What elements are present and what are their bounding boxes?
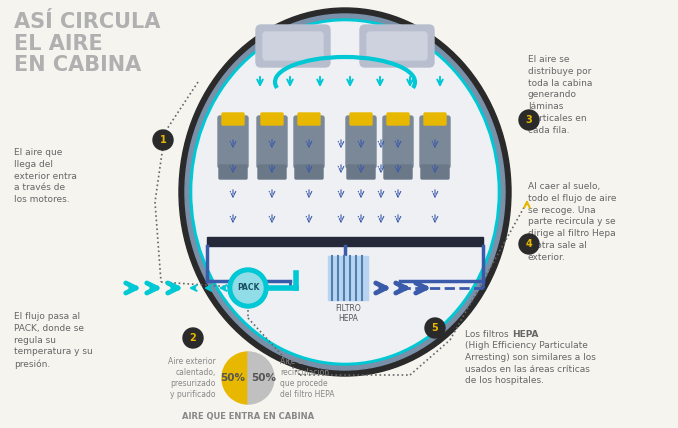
FancyBboxPatch shape [346,116,376,168]
FancyBboxPatch shape [298,113,320,125]
Circle shape [153,130,173,150]
Text: PACK: PACK [237,283,259,292]
FancyBboxPatch shape [261,113,283,125]
Text: El aire que
llega del
exterior entra
a través de
los motores.: El aire que llega del exterior entra a t… [14,148,77,204]
Text: 50%: 50% [220,373,245,383]
Ellipse shape [190,19,500,365]
Circle shape [183,328,203,348]
FancyBboxPatch shape [222,113,244,125]
FancyBboxPatch shape [383,116,413,168]
FancyBboxPatch shape [350,113,372,125]
Text: Aire en
recirculación
que procede
del filtro HEPA: Aire en recirculación que procede del fi… [280,357,334,399]
FancyBboxPatch shape [207,237,483,246]
Text: ASÍ CIRCULA
EL AIRE
EN CABINA: ASÍ CIRCULA EL AIRE EN CABINA [14,12,161,75]
Circle shape [519,234,539,254]
Text: El aire se
distribuye por
toda la cabina
generando
láminas
verticales en
cada fi: El aire se distribuye por toda la cabina… [528,55,593,135]
FancyBboxPatch shape [424,113,446,125]
Text: 4: 4 [525,239,532,249]
Text: El flujo pasa al
PACK, donde se
regula su
temperatura y su
presión.: El flujo pasa al PACK, donde se regula s… [14,312,93,369]
Text: 2: 2 [190,333,197,343]
FancyBboxPatch shape [360,25,434,67]
FancyBboxPatch shape [420,116,450,168]
Text: Al caer al suelo,
todo el flujo de aire
se recoge. Una
parte recircula y se
diri: Al caer al suelo, todo el flujo de aire … [528,182,616,262]
Text: 5: 5 [432,323,439,333]
Ellipse shape [179,8,511,376]
FancyBboxPatch shape [263,32,323,60]
FancyBboxPatch shape [258,165,286,179]
FancyBboxPatch shape [328,256,368,300]
Circle shape [228,268,268,308]
Ellipse shape [185,14,505,370]
Text: HEPA: HEPA [512,330,538,339]
Text: Aire exterior
calentado,
presurizado
y purificado: Aire exterior calentado, presurizado y p… [168,357,216,399]
FancyBboxPatch shape [257,116,287,168]
FancyBboxPatch shape [347,165,375,179]
Text: Los filtros: Los filtros [465,330,511,339]
FancyBboxPatch shape [295,165,323,179]
Text: 3: 3 [525,115,532,125]
Text: 50%: 50% [251,373,276,383]
FancyBboxPatch shape [367,32,427,60]
Text: FILTRO
HEPA: FILTRO HEPA [335,304,361,324]
FancyBboxPatch shape [294,116,324,168]
FancyBboxPatch shape [421,165,449,179]
Wedge shape [248,352,274,404]
Circle shape [519,110,539,130]
FancyBboxPatch shape [387,113,409,125]
Text: AIRE QUE ENTRA EN CABINA: AIRE QUE ENTRA EN CABINA [182,412,314,421]
Text: (High Efficiency Particulate
Arresting) son similares a los
usados en las áreas : (High Efficiency Particulate Arresting) … [465,341,596,385]
FancyBboxPatch shape [256,25,330,67]
Text: 1: 1 [159,135,166,145]
FancyBboxPatch shape [219,165,247,179]
FancyBboxPatch shape [384,165,412,179]
Circle shape [425,318,445,338]
Wedge shape [222,352,248,404]
FancyBboxPatch shape [218,116,248,168]
Circle shape [233,273,263,303]
Ellipse shape [193,22,497,362]
